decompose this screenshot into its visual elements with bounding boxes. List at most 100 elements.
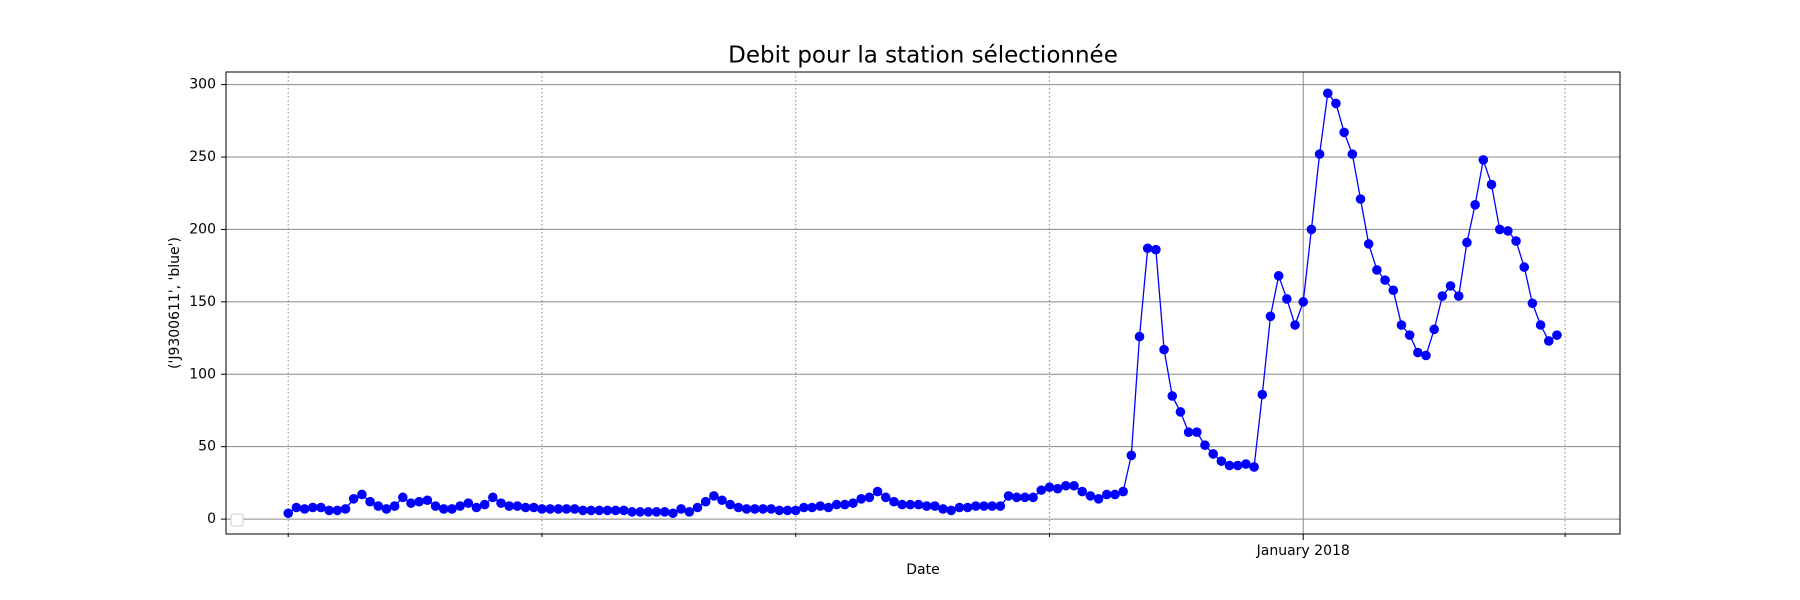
data-point [1061,480,1071,491]
data-point [987,501,997,511]
data-point [1519,262,1530,272]
data-point [332,505,343,516]
data-point [962,502,973,513]
data-point [1552,330,1562,340]
data-point [668,508,678,519]
data-point [921,501,932,511]
y-tick-label: 250 [189,149,216,165]
data-point [1200,440,1210,451]
data-point [471,502,482,513]
data-point [1069,480,1079,491]
data-point [1314,149,1325,159]
data-point [717,495,727,506]
data-point [438,504,449,514]
data-point [1478,155,1489,165]
data-point [1437,291,1448,301]
data-point [1421,350,1431,361]
data-point [1192,427,1202,437]
data-point [709,491,719,501]
data-point [1445,281,1456,291]
data-point [938,504,948,514]
data-point [954,502,965,513]
data-point [1003,491,1014,501]
data-point [545,504,555,514]
data-point [790,505,801,516]
data-point [365,496,375,507]
data-point [1527,298,1538,309]
data-point [381,504,392,514]
data-point [1265,311,1276,322]
data-point [1044,482,1055,493]
data-point [1494,224,1505,235]
data-point [422,495,433,506]
data-point [627,507,637,517]
data-point [1159,344,1169,355]
data-point [1380,275,1390,285]
data-point [1232,460,1243,471]
data-point [578,505,588,516]
data-point [823,502,834,513]
x-axis-label: Date [906,562,939,578]
data-point [348,494,359,504]
data-point [848,498,858,508]
data-point [299,504,310,514]
data-point [758,504,768,514]
data-point [1462,237,1472,248]
data-point [1372,265,1382,275]
data-point [676,504,686,514]
data-point [496,498,506,508]
data-point [1404,330,1415,340]
data-point [1077,486,1088,497]
data-point [1306,224,1317,235]
data-point [619,505,629,516]
data-point [1543,336,1554,346]
data-point [1183,427,1194,437]
data-point [659,507,670,517]
y-tick-label: 100 [189,366,216,382]
data-point [602,505,613,516]
data-point [537,504,547,514]
data-point [913,499,924,510]
data-point [1052,483,1063,494]
data-point [1396,320,1407,330]
data-point [1110,489,1120,500]
data-point [880,492,891,503]
data-point [1363,239,1374,249]
data-point [1020,492,1030,503]
data-point [479,499,490,510]
data-point [815,501,826,511]
data-point [594,505,605,516]
data-point [840,499,850,510]
data-point [995,501,1006,511]
data-point [643,507,654,517]
data-point [1101,489,1112,500]
data-point [856,494,866,504]
y-tick-label: 150 [189,294,216,310]
data-point [1298,297,1309,307]
y-tick-label: 200 [189,221,216,237]
data-point [340,504,351,514]
y-axis-label: ('J9300611', 'blue') [167,237,183,369]
data-point [324,505,334,516]
data-point [1322,88,1333,99]
data-point [766,504,776,514]
data-point [684,507,695,517]
data-point [561,504,572,514]
data-point [651,507,662,517]
data-point [700,496,711,507]
data-point [1208,449,1218,459]
plot-frame [225,71,1621,535]
data-point [692,502,703,513]
data-point [373,501,384,511]
data-point [586,505,596,516]
data-point [1126,450,1137,461]
data-point [1093,494,1104,504]
data-point [872,486,883,497]
data-point [1134,331,1145,342]
data-point [905,499,916,510]
data-point [357,489,367,500]
data-point [406,498,416,508]
data-point [316,502,326,513]
data-point [1151,244,1161,255]
